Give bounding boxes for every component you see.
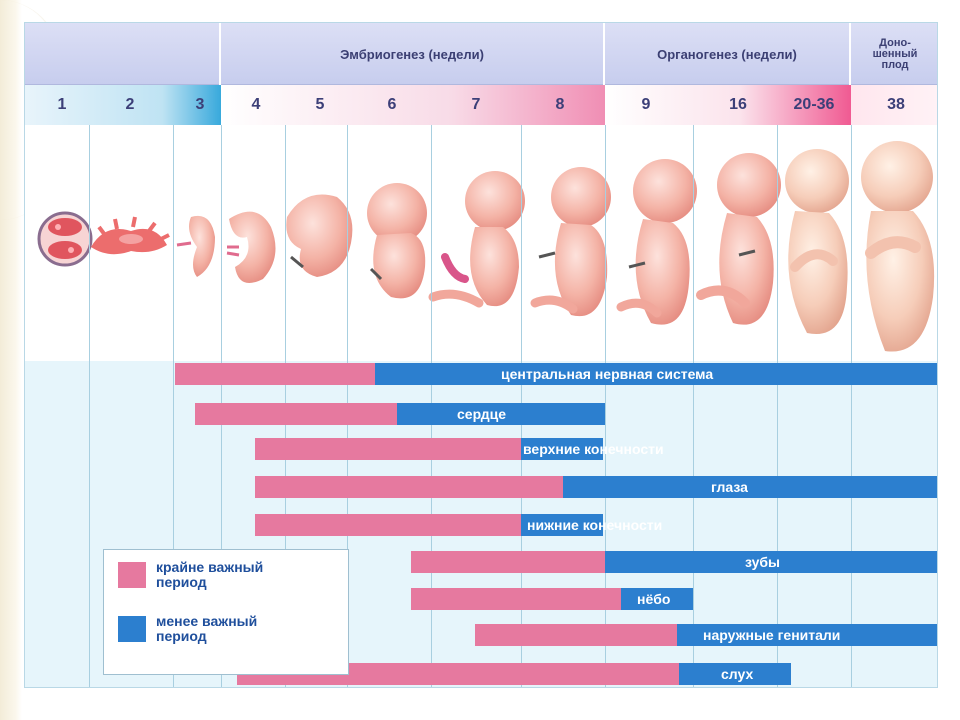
bar-upper-limbs-label: верхние конечности: [523, 441, 664, 457]
bar-upper-limbs-critical: [255, 438, 521, 460]
embryo-week-8-icon: [530, 167, 611, 317]
embryo-week-5-icon: [286, 194, 353, 277]
gridline: [693, 125, 694, 687]
legend-critical-line2: период: [156, 574, 207, 590]
header-fullterm: Доно- шенный плод: [851, 23, 937, 85]
bar-cns: центральная нервная система: [175, 363, 937, 385]
bar-palate-critical: [411, 588, 621, 610]
embryo-week-3-icon: [176, 215, 215, 277]
week-label-16: 16: [729, 96, 747, 113]
week-label-1: 1: [57, 96, 67, 113]
embryo-illustrations: [25, 125, 937, 361]
embryo-stages-graphic: [37, 141, 935, 352]
weeks-seg-2: [221, 85, 605, 125]
embryo-week-4-icon: [226, 211, 276, 283]
bar-palate-less: [621, 588, 693, 610]
bar-eyes-less: [563, 476, 937, 498]
bar-palate: нёбо: [411, 588, 693, 610]
embryo-week-16-icon: [696, 153, 781, 325]
bar-upper-limbs: верхние конечности: [255, 438, 664, 460]
gridline: [89, 125, 90, 687]
bar-cns-critical: [175, 363, 375, 385]
week-label-38: 38: [887, 96, 905, 113]
embryo-week-20-36-icon: [785, 149, 849, 335]
bar-teeth-less: [605, 551, 937, 573]
bar-teeth-critical: [411, 551, 605, 573]
gridline: [173, 125, 174, 687]
legend-less-line1: менее важный: [156, 613, 258, 629]
week-label-6: 6: [387, 96, 397, 113]
bar-eyes: глаза: [255, 476, 937, 498]
header-organogenesis: Органогенез (недели): [605, 23, 851, 85]
week-label-5: 5: [315, 96, 325, 113]
bar-upper-limbs-less: [521, 438, 603, 460]
bar-cns-less: [375, 363, 937, 385]
legend-critical-swatch: [118, 562, 146, 588]
weeks-seg-4: [851, 85, 937, 125]
bar-eyes-critical: [255, 476, 563, 498]
embryo-week-6-icon: [367, 183, 427, 299]
bar-heart: сердце: [195, 403, 605, 425]
bar-heart-less: [397, 403, 605, 425]
legend-critical-line1: крайне важный: [156, 559, 264, 575]
week-label-8: 8: [555, 96, 565, 113]
embryo-week-2-disc-icon: [91, 216, 170, 255]
legend-critical-text: крайне важный период: [156, 560, 263, 590]
bar-genitals: наружные генитали: [475, 624, 937, 646]
bar-cns-label: центральная нервная система: [501, 366, 714, 382]
bar-hearing-less: [679, 663, 791, 685]
bar-hearing-label: слух: [721, 666, 754, 682]
bar-lower-limbs: нижние конечности: [255, 514, 662, 536]
bar-genitals-less: [677, 624, 937, 646]
bar-palate-label: нёбо: [637, 591, 671, 607]
embryo-week-38-icon: [861, 141, 935, 352]
weeks-seg-3: [605, 85, 851, 125]
legend-less-swatch: [118, 616, 146, 642]
week-label-2: 2: [125, 96, 135, 113]
development-chart: Эмбриогенез (недели) Органогенез (недели…: [24, 22, 938, 688]
bar-genitals-critical: [475, 624, 677, 646]
gridline: [851, 125, 852, 687]
legend-less-text: менее важный период: [156, 614, 257, 644]
gridline: [777, 125, 778, 687]
header-band: Эмбриогенез (недели) Органогенез (недели…: [25, 23, 937, 85]
bar-lower-limbs-label: нижние конечности: [527, 517, 663, 533]
bar-lower-limbs-less: [521, 514, 603, 536]
bar-lower-limbs-critical: [255, 514, 521, 536]
weeks-row: 1 2 3 4 5 6 7 8 9 16 20-36 38: [25, 85, 937, 125]
weeks-seg-1: [25, 85, 221, 125]
header-blank: [25, 23, 221, 85]
legend-less-line2: период: [156, 628, 207, 644]
week-label-3: 3: [195, 96, 205, 113]
header-fullterm-line1: Доно-: [879, 36, 911, 49]
bar-teeth: зубы: [411, 551, 937, 573]
embryo-week-1-zygote-icon: [37, 211, 93, 267]
bar-genitals-label: наружные генитали: [703, 627, 841, 643]
week-label-20-36: 20-36: [793, 96, 835, 113]
bar-teeth-label: зубы: [745, 554, 780, 570]
week-label-7: 7: [471, 96, 481, 113]
embryo-week-7-icon: [428, 171, 525, 308]
header-fullterm-line3: плод: [881, 58, 909, 71]
header-embryogenesis: Эмбриогенез (недели): [221, 23, 605, 85]
week-label-4: 4: [251, 96, 261, 113]
bar-heart-critical: [195, 403, 397, 425]
embryo-week-9-icon: [616, 159, 697, 325]
bar-heart-label: сердце: [457, 406, 507, 422]
bar-eyes-label: глаза: [711, 479, 748, 495]
header-fullterm-line2: шенный: [872, 47, 918, 60]
week-label-9: 9: [641, 96, 651, 113]
gridline: [605, 125, 606, 687]
legend: крайне важный период менее важный период: [103, 549, 349, 675]
